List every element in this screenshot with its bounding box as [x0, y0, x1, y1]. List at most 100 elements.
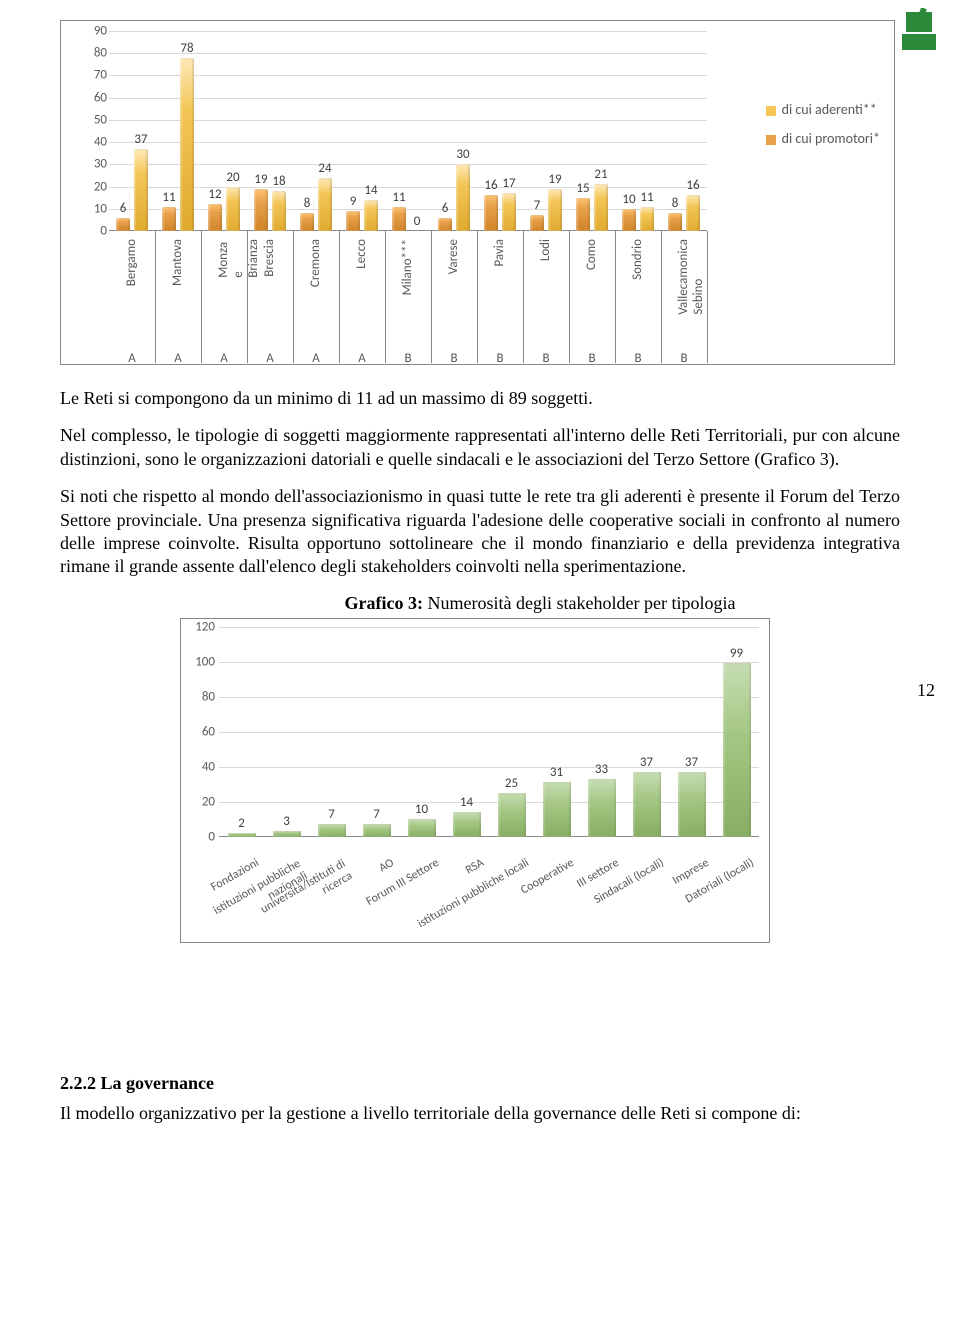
group-label: B [569, 351, 615, 366]
bar-value: 14 [362, 183, 380, 198]
chart2-container: 0204060801001202Fondazioni3istituzioni p… [180, 618, 770, 943]
category-separator [477, 231, 478, 363]
y-tick-label: 100 [185, 654, 215, 669]
bar-promotori [484, 195, 498, 231]
bar [543, 782, 571, 836]
y-tick-label: 120 [185, 619, 215, 634]
bar-value: 37 [631, 755, 663, 770]
bar-value: 19 [252, 172, 270, 187]
category-separator [523, 231, 524, 363]
category-label: Vallecamonica Sebino [676, 239, 706, 315]
y-tick-label: 60 [77, 90, 107, 105]
bar-value: 7 [528, 198, 546, 213]
category-label: Pavia [492, 239, 507, 267]
bar-value: 17 [500, 176, 518, 191]
paragraph-1: Le Reti si compongono da un minimo di 11… [60, 387, 900, 410]
bar-aderenti [180, 58, 194, 231]
bar [228, 833, 256, 837]
bar [678, 772, 706, 837]
legend-label-promotori: di cui promotori* [782, 130, 880, 147]
y-tick-label: 50 [77, 112, 107, 127]
gridline [219, 662, 759, 663]
bar [453, 812, 481, 837]
bar [588, 779, 616, 837]
bar-value: 20 [224, 170, 242, 185]
chart1-container: 0102030405060708090 637BergamoA1178Manto… [60, 20, 895, 365]
bar-promotori [116, 218, 130, 231]
y-tick-label: 10 [77, 201, 107, 216]
bar-value: 78 [178, 41, 196, 56]
bar-value: 31 [541, 765, 573, 780]
group-label: B [615, 351, 661, 366]
bar-promotori [530, 215, 544, 231]
group-label: B [477, 351, 523, 366]
bar-aderenti [226, 187, 240, 231]
y-tick-label: 70 [77, 68, 107, 83]
category-label: Bergamo [124, 239, 139, 286]
paragraph-4: Il modello organizzativo per la gestione… [60, 1102, 900, 1125]
bar-value: 8 [666, 196, 684, 211]
category-label: Milano*** [400, 239, 415, 295]
bar [318, 824, 346, 836]
category-label: Mantova [170, 239, 185, 286]
bar-value: 33 [586, 762, 618, 777]
category-separator [385, 231, 386, 363]
category-label: Lecco [354, 239, 369, 269]
page-number: 12 [917, 680, 935, 701]
bar-value: 2 [226, 816, 258, 831]
bar-aderenti [594, 184, 608, 231]
bar-value: 14 [451, 795, 483, 810]
gridline [219, 627, 759, 628]
paragraph-2: Nel complesso, le tipologie di soggetti … [60, 424, 900, 471]
category-label: Lodi [538, 239, 553, 261]
bar-promotori [254, 189, 268, 231]
bar-value: 8 [298, 196, 316, 211]
gridline [109, 98, 707, 99]
legend-swatch-promotori [766, 135, 776, 145]
bar-promotori [162, 207, 176, 231]
section-heading: 2.2.2 La governance [60, 1073, 900, 1094]
y-tick-label: 20 [185, 794, 215, 809]
bar-value: 10 [406, 802, 438, 817]
group-label: A [339, 351, 385, 366]
bar-value: 15 [574, 181, 592, 196]
bar-value: 7 [361, 807, 393, 822]
bar-aderenti [456, 164, 470, 231]
category-label: Sondrio [630, 239, 645, 280]
bar-value: 30 [454, 147, 472, 162]
bar-value: 11 [160, 190, 178, 205]
bar-aderenti [318, 178, 332, 231]
bar [363, 824, 391, 836]
category-label: Brescia [262, 239, 277, 277]
bar-value: 24 [316, 161, 334, 176]
y-tick-label: 60 [185, 724, 215, 739]
group-label: A [247, 351, 293, 366]
y-tick-label: 40 [77, 135, 107, 150]
y-tick-label: 90 [77, 24, 107, 39]
bar-value: 11 [390, 190, 408, 205]
y-tick-label: 80 [185, 689, 215, 704]
category-separator [569, 231, 570, 363]
group-label: B [385, 351, 431, 366]
bar-aderenti [502, 193, 516, 231]
legend-label-aderenti: di cui aderenti** [782, 101, 877, 118]
bar-value: 16 [684, 178, 702, 193]
category-label: Varese [446, 239, 461, 274]
chart2-title: Grafico 3: Numerosità degli stakeholder … [180, 593, 900, 614]
category-separator [339, 231, 340, 363]
y-tick-label: 80 [77, 46, 107, 61]
y-tick-label: 0 [77, 224, 107, 239]
bar [408, 819, 436, 837]
category-label: Cremona [308, 239, 323, 287]
group-label: B [523, 351, 569, 366]
group-label: A [293, 351, 339, 366]
bar-aderenti [134, 149, 148, 231]
legend-swatch-aderenti [766, 106, 776, 116]
gridline [109, 53, 707, 54]
group-label: A [155, 351, 201, 366]
gridline [109, 142, 707, 143]
bar-promotori [300, 213, 314, 231]
bar-aderenti [272, 191, 286, 231]
bar-value: 0 [408, 214, 426, 229]
bar-aderenti [686, 195, 700, 231]
